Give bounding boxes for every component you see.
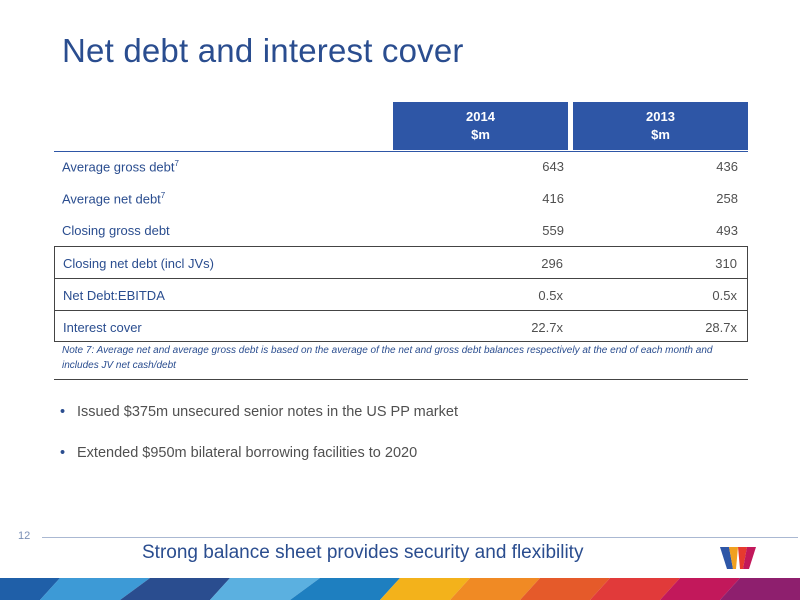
row-label: Closing net debt (incl JVs) xyxy=(63,256,215,271)
value-2014: 296 xyxy=(541,256,563,271)
header-2013: 2013 $m xyxy=(573,102,748,150)
bullet-list: • Issued $375m unsecured senior notes in… xyxy=(60,404,458,486)
table-header: 2014 $m 2013 $m xyxy=(54,102,748,152)
slide-title: Net debt and interest cover xyxy=(62,32,464,69)
table-row: Interest cover 22.7x 28.7x xyxy=(54,310,748,342)
row-label: Closing gross debt xyxy=(62,223,170,238)
value-2013: 258 xyxy=(716,191,738,206)
table-row: Average gross debt7 643 436 xyxy=(54,150,748,182)
footnote-divider xyxy=(54,379,748,380)
value-2014: 559 xyxy=(542,223,564,238)
value-2013: 28.7x xyxy=(705,320,737,335)
bullet-icon: • xyxy=(60,445,66,461)
value-2013: 0.5x xyxy=(712,288,737,303)
table-footnote: Note 7: Average net and average gross de… xyxy=(62,345,713,371)
value-2014: 22.7x xyxy=(531,320,563,335)
decorative-color-strip xyxy=(0,578,800,600)
company-logo-icon xyxy=(720,547,756,569)
row-label: Interest cover xyxy=(63,320,142,335)
bullet-item: • Extended $950m bilateral borrowing fac… xyxy=(60,445,458,461)
header-year: 2014 xyxy=(466,109,495,124)
value-2014: 0.5x xyxy=(538,288,563,303)
bullet-text: Issued $375m unsecured senior notes in t… xyxy=(77,404,458,420)
bullet-item: • Issued $375m unsecured senior notes in… xyxy=(60,404,458,420)
value-2013: 436 xyxy=(716,159,738,174)
bullet-text: Extended $950m bilateral borrowing facil… xyxy=(77,445,418,461)
bullet-icon: • xyxy=(60,404,66,420)
value-2013: 493 xyxy=(716,223,738,238)
header-unit: $m xyxy=(471,127,490,142)
header-year: 2013 xyxy=(646,109,675,124)
row-label: Average net debt7 xyxy=(62,191,166,207)
value-2013: 310 xyxy=(715,256,737,271)
value-2014: 643 xyxy=(542,159,564,174)
table-row: Closing gross debt 559 493 xyxy=(54,214,748,246)
header-unit: $m xyxy=(651,127,670,142)
table-row: Average net debt7 416 258 xyxy=(54,182,748,214)
header-2014: 2014 $m xyxy=(393,102,568,150)
table-row: Net Debt:EBITDA 0.5x 0.5x xyxy=(54,278,748,310)
footer-tagline: Strong balance sheet provides security a… xyxy=(142,542,584,563)
row-label: Net Debt:EBITDA xyxy=(63,288,165,303)
value-2014: 416 xyxy=(542,191,564,206)
table-row: Closing net debt (incl JVs) 296 310 xyxy=(54,246,748,278)
debt-table: 2014 $m 2013 $m Average gross debt7 643 … xyxy=(54,102,748,342)
page-number: 12 xyxy=(18,530,31,542)
header-divider xyxy=(54,151,748,152)
footer-divider xyxy=(42,537,798,538)
row-label: Average gross debt7 xyxy=(62,159,179,175)
